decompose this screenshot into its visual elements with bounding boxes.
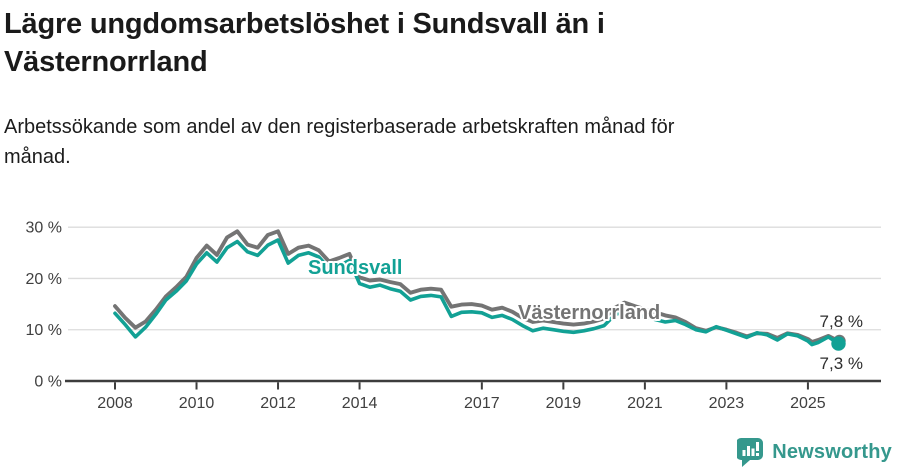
newsworthy-bar-chart-bubble-icon bbox=[737, 438, 764, 467]
end-value-label-västernorrland: 7,8 % bbox=[820, 312, 863, 331]
footer-brand[interactable]: Newsworthy bbox=[737, 436, 892, 468]
x-axis-tick-label: 2025 bbox=[790, 395, 826, 412]
end-value-label-sundsvall: 7,3 % bbox=[820, 354, 863, 373]
y-axis-tick-label: 0 % bbox=[34, 374, 62, 391]
series-line-sundsvall bbox=[113, 238, 841, 347]
x-axis-tick-label: 2023 bbox=[709, 395, 745, 412]
x-axis-tick-label: 2019 bbox=[546, 395, 582, 412]
y-axis-tick-label: 30 % bbox=[26, 220, 62, 237]
x-axis-tick-label: 2021 bbox=[627, 395, 663, 412]
x-axis-tick-label: 2017 bbox=[464, 395, 500, 412]
x-axis-tick-label: 2012 bbox=[260, 395, 296, 412]
page-subtitle: Arbetssökande som andel av den registerb… bbox=[4, 116, 675, 168]
series-line-västernorrland bbox=[113, 229, 841, 344]
x-axis-tick-label: 2014 bbox=[342, 395, 378, 412]
series-label-sundsvall: Sundsvall bbox=[308, 257, 402, 279]
y-axis-tick-label: 10 % bbox=[26, 322, 62, 339]
x-axis-tick-label: 2010 bbox=[179, 395, 215, 412]
series-end-dot-sundsvall bbox=[831, 336, 846, 351]
brand-name: Newsworthy bbox=[772, 440, 892, 463]
x-axis-tick-label: 2008 bbox=[97, 395, 133, 412]
page-title: Lägre ungdomsarbetslöshet i Sundsvall än… bbox=[4, 8, 605, 78]
series-label-västernorrland: Västernorrland bbox=[518, 302, 660, 324]
y-axis-tick-label: 20 % bbox=[26, 271, 62, 288]
